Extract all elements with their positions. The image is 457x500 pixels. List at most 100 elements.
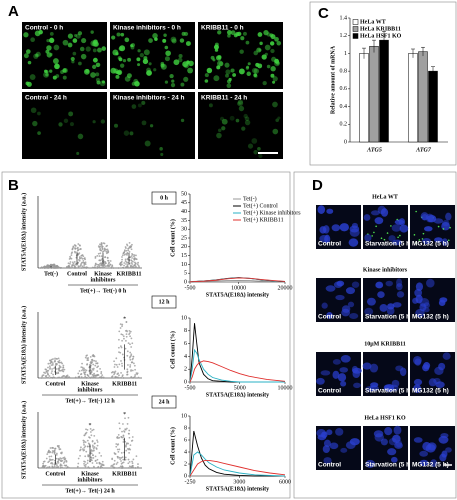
- cell: [272, 128, 279, 135]
- cell: [261, 54, 267, 60]
- dot: [133, 364, 136, 367]
- group-label: Kinase: [81, 471, 99, 477]
- puncta: [380, 237, 383, 240]
- dot: [129, 444, 132, 447]
- dot: [78, 256, 81, 258]
- dot: [138, 266, 140, 268]
- dot: [137, 465, 139, 468]
- dot: [82, 441, 85, 444]
- cell: [60, 70, 65, 74]
- dot: [77, 457, 80, 460]
- cell: [163, 33, 167, 37]
- dot: [117, 437, 119, 440]
- y-tick-label: 0.4: [340, 104, 348, 110]
- dot: [60, 266, 63, 269]
- puncta: [422, 232, 425, 235]
- axis-title: STAT5A(E18Δ) intensity: [206, 485, 269, 492]
- dot: [56, 362, 58, 365]
- dot: [127, 342, 130, 345]
- cell: [110, 67, 117, 74]
- cell: [101, 46, 107, 51]
- nucleus: [363, 214, 371, 221]
- dot: [89, 355, 92, 358]
- cell: [49, 52, 53, 57]
- dot: [121, 325, 123, 328]
- cell: [72, 51, 77, 56]
- dot: [124, 339, 127, 342]
- dot: [86, 445, 89, 448]
- cell: [124, 37, 130, 43]
- panel-label: D: [312, 177, 323, 194]
- nucleus: [370, 210, 380, 216]
- dot: [55, 462, 58, 465]
- dot: [85, 266, 88, 269]
- cell: [119, 63, 125, 68]
- cell: [204, 73, 209, 78]
- error-bar: [431, 66, 435, 76]
- dot: [107, 264, 110, 266]
- dot: [86, 459, 89, 462]
- cell: [247, 143, 254, 149]
- puncta: [449, 226, 451, 229]
- cell: [34, 53, 39, 58]
- cell: [237, 100, 244, 107]
- dot: [130, 248, 133, 251]
- time-box: [151, 191, 177, 205]
- y-tick-label: 5: [184, 271, 187, 277]
- dot: [117, 434, 120, 436]
- dot: [128, 332, 131, 334]
- cell: [187, 67, 194, 74]
- dot: [72, 246, 75, 248]
- image-caption: MG132 (5 h): [412, 388, 449, 395]
- dot: [96, 362, 99, 365]
- dot: [58, 369, 60, 372]
- cell: [81, 38, 87, 44]
- cell: [180, 82, 185, 87]
- cell: [23, 32, 29, 38]
- dot: [87, 442, 90, 445]
- nucleus: [364, 233, 372, 242]
- time-label: 12 h: [159, 299, 171, 305]
- dot: [89, 431, 92, 433]
- y-tick-label: 6: [184, 437, 187, 443]
- dot: [107, 262, 110, 265]
- cell: [95, 62, 101, 68]
- dot: [103, 266, 106, 269]
- dot: [122, 423, 124, 425]
- axis-title: Relative amount of mRNA: [330, 45, 336, 114]
- dot: [94, 459, 97, 462]
- cell: [225, 69, 231, 75]
- dot: [99, 267, 102, 269]
- error-bar: [382, 31, 386, 49]
- dot: [45, 368, 48, 371]
- cell: [245, 40, 250, 45]
- dot: [45, 265, 48, 268]
- dot: [102, 266, 105, 269]
- dot: [126, 350, 129, 353]
- micrograph: [22, 92, 107, 159]
- nucleus: [424, 226, 433, 232]
- image-caption: Starvation (5 h): [365, 314, 412, 321]
- dot: [86, 462, 89, 464]
- cell: [270, 73, 275, 78]
- dot: [73, 250, 76, 253]
- nucleus: [316, 377, 325, 385]
- dot: [118, 374, 120, 377]
- cell: [79, 46, 85, 52]
- dot: [86, 439, 89, 442]
- dot: [77, 261, 80, 264]
- dot: [68, 466, 70, 469]
- cell: [154, 37, 158, 41]
- cell: [263, 29, 269, 36]
- nucleus: [415, 308, 425, 318]
- dot: [100, 243, 103, 246]
- nucleus: [353, 382, 361, 389]
- line: [189, 360, 286, 383]
- nucleus: [392, 434, 401, 443]
- dot: [80, 257, 83, 259]
- axis-title: STAT5A(E18Δ) intensity: [206, 291, 269, 298]
- dot: [121, 430, 123, 433]
- dot: [81, 254, 84, 256]
- cell: [72, 38, 78, 43]
- dot: [130, 255, 133, 257]
